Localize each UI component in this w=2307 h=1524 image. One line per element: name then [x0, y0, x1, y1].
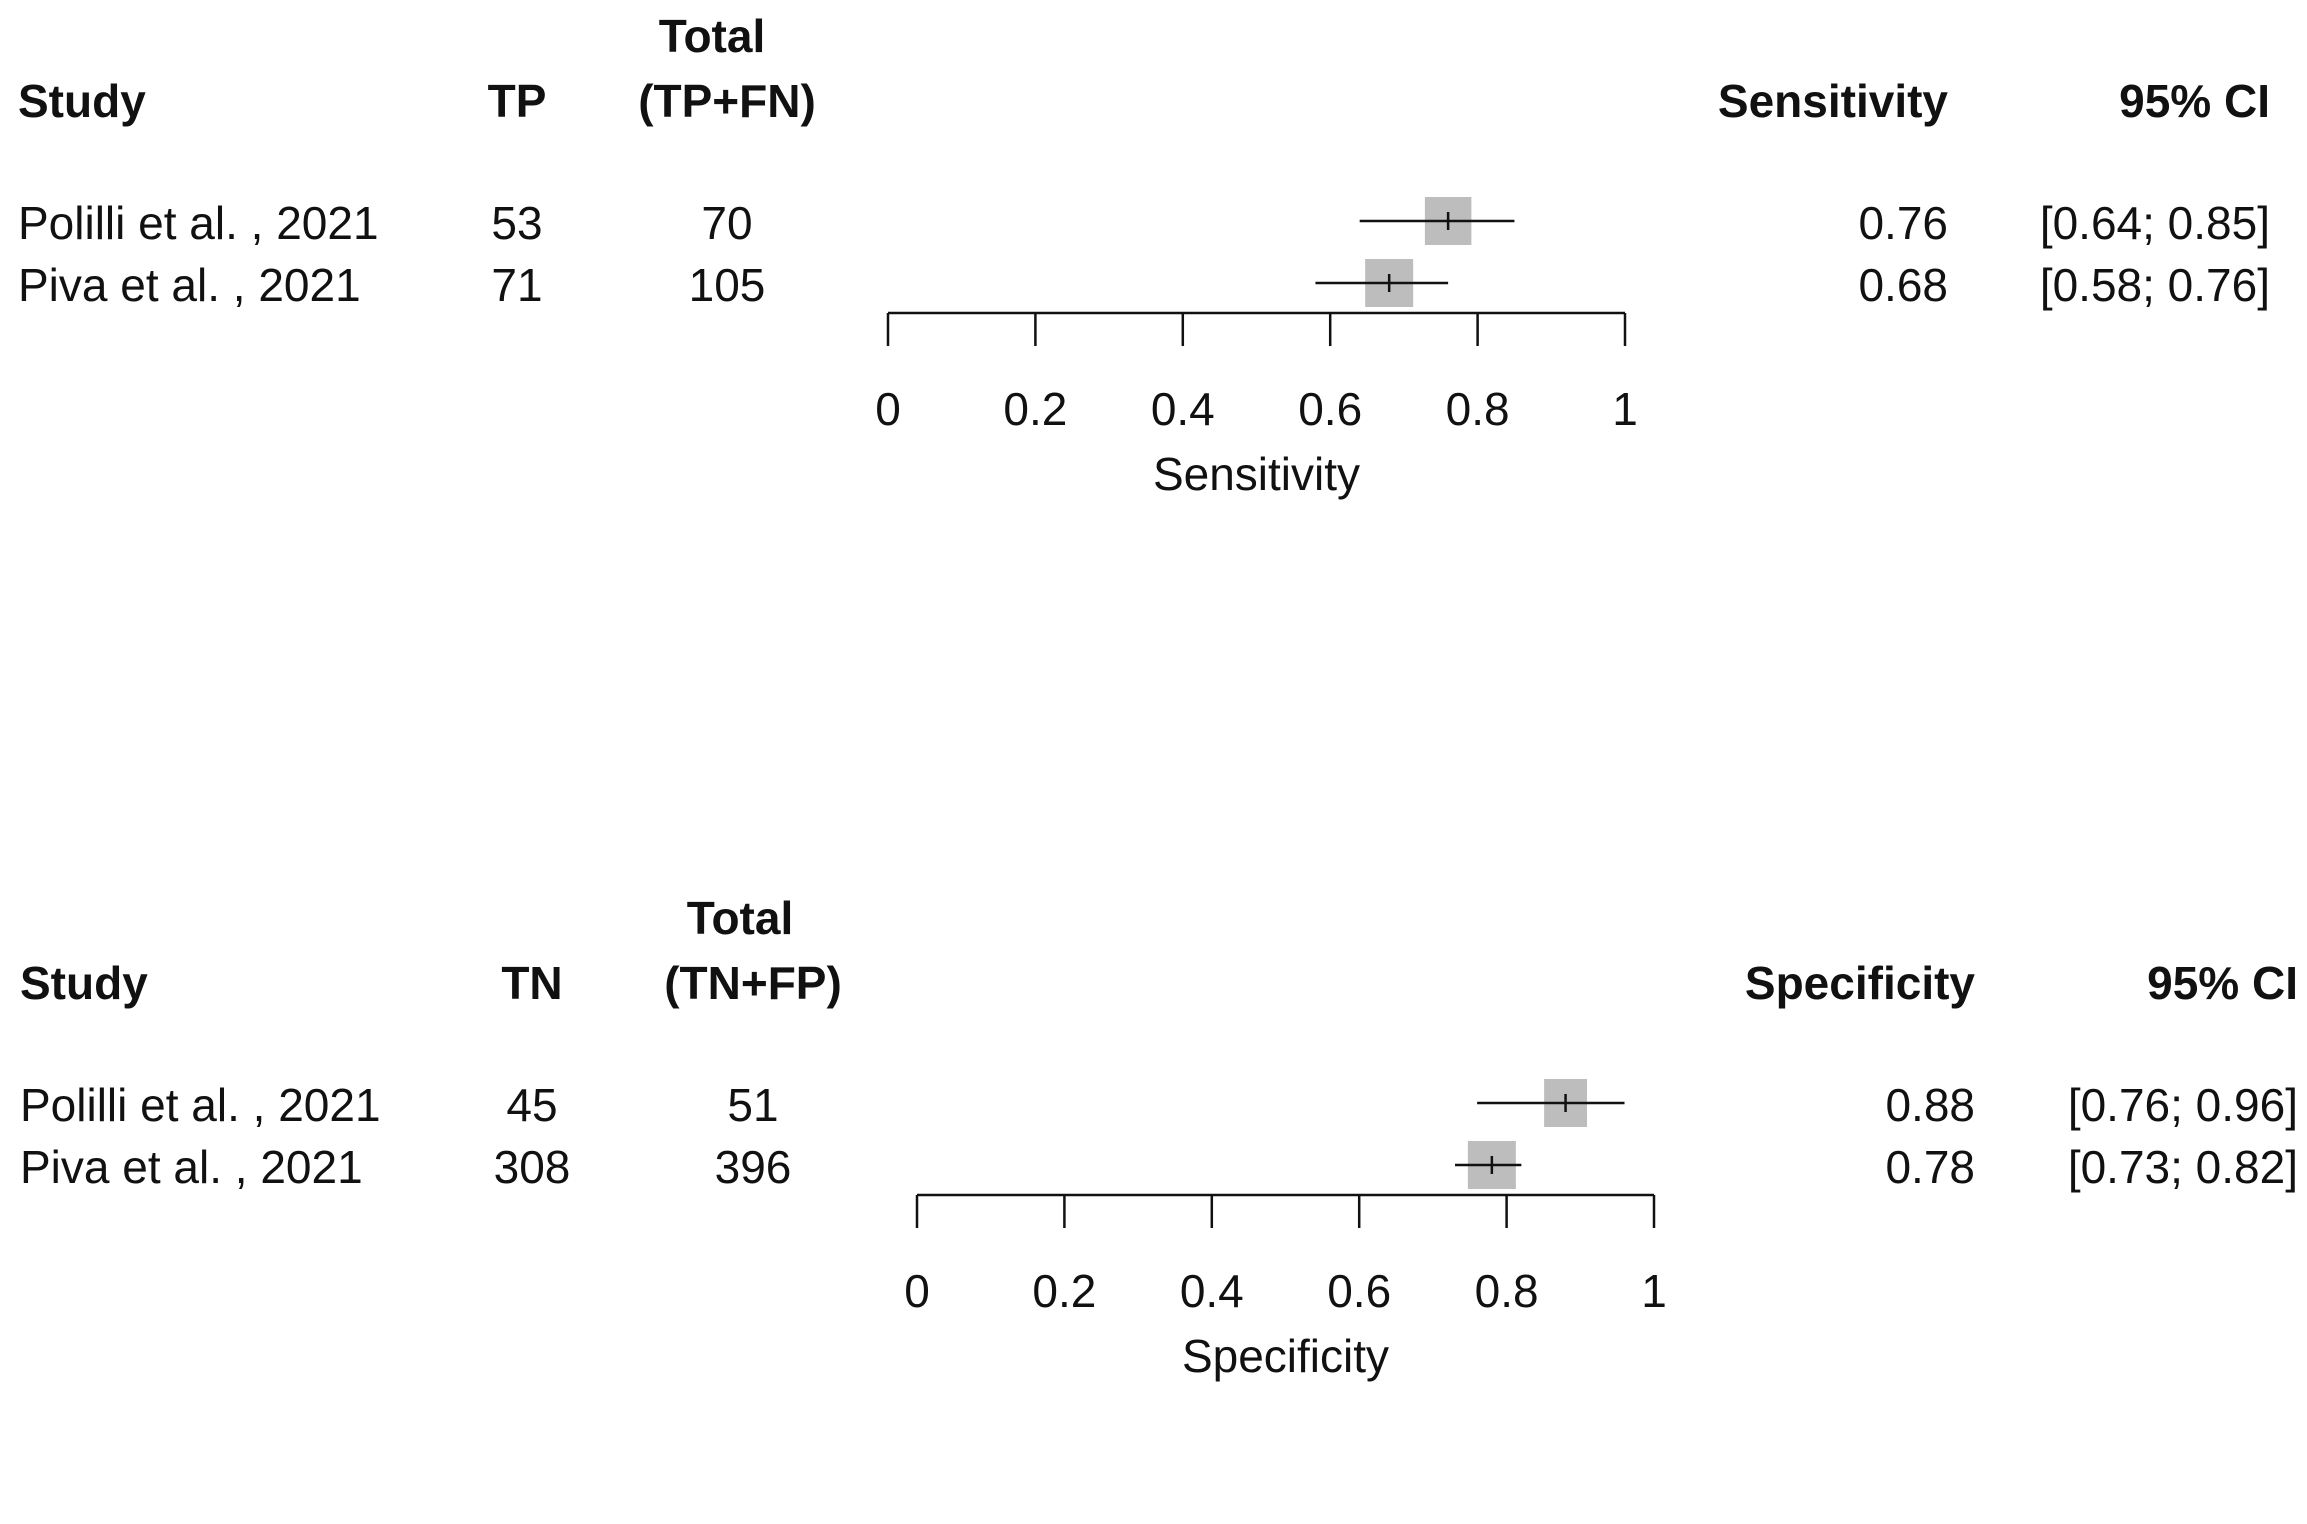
- specificity-value: 0.88: [1885, 1079, 1975, 1131]
- ci-column-header: 95% CI: [2119, 75, 2270, 127]
- total-value: 105: [688, 259, 766, 311]
- x-tick-label: 0.6: [1298, 383, 1362, 435]
- total-column-header-line2: (TP+FN): [638, 75, 816, 127]
- study-name: Piva et al. , 2021: [18, 259, 361, 311]
- x-axis-label: Sensitivity: [1153, 448, 1360, 500]
- study-column-header: Study: [20, 957, 148, 1009]
- study-name: Polilli et al. , 2021: [18, 197, 379, 249]
- x-tick-label: 1: [1612, 383, 1638, 435]
- total-column-header-line1: Total: [658, 10, 766, 62]
- ci-value: [0.73; 0.82]: [2067, 1141, 2298, 1193]
- specificity-column-header: Specificity: [1744, 957, 1975, 1009]
- tp-column-header: TP: [487, 75, 547, 127]
- study-name: Piva et al. , 2021: [20, 1141, 363, 1193]
- x-tick-label: 0.4: [1180, 1265, 1244, 1317]
- tp-value: 71: [491, 259, 543, 311]
- sensitivity-plot-area: 0 0.2 0.4 0.6 0.8 1 Sensitivity: [875, 197, 1638, 500]
- study-column-header: Study: [18, 75, 146, 127]
- x-tick-label: 0.2: [1032, 1265, 1096, 1317]
- specificity-value: 0.78: [1885, 1141, 1975, 1193]
- specificity-forest-plot: Study TN Total (TN+FP) Specificity 95% C…: [0, 884, 2307, 1524]
- study-name: Polilli et al. , 2021: [20, 1079, 381, 1131]
- x-axis-label: Specificity: [1182, 1330, 1389, 1382]
- sensitivity-column-header: Sensitivity: [1717, 75, 1948, 127]
- x-tick-label: 0.8: [1475, 1265, 1539, 1317]
- total-value: 70: [701, 197, 753, 249]
- tn-value: 45: [506, 1079, 558, 1131]
- tn-value: 308: [493, 1141, 571, 1193]
- total-column-header-line2: (TN+FP): [664, 957, 842, 1009]
- total-column-header-line1: Total: [686, 892, 794, 944]
- x-tick-label: 0: [875, 383, 901, 435]
- total-value: 51: [727, 1079, 779, 1131]
- tp-value: 53: [491, 197, 543, 249]
- total-value: 396: [714, 1141, 792, 1193]
- tn-column-header: TN: [501, 957, 563, 1009]
- x-tick-label: 0.8: [1446, 383, 1510, 435]
- x-tick-label: 1: [1641, 1265, 1667, 1317]
- sensitivity-forest-plot: Study TP Total (TP+FN) Sensitivity 95% C…: [0, 0, 2307, 640]
- ci-value: [0.58; 0.76]: [2039, 259, 2270, 311]
- x-tick-label: 0.6: [1327, 1265, 1391, 1317]
- ci-column-header: 95% CI: [2147, 957, 2298, 1009]
- specificity-plot-area: 0 0.2 0.4 0.6 0.8 1 Specificity: [904, 1079, 1667, 1382]
- sensitivity-value: 0.68: [1858, 259, 1948, 311]
- x-tick-label: 0: [904, 1265, 930, 1317]
- x-tick-label: 0.2: [1003, 383, 1067, 435]
- ci-value: [0.76; 0.96]: [2067, 1079, 2298, 1131]
- sensitivity-value: 0.76: [1858, 197, 1948, 249]
- x-tick-label: 0.4: [1151, 383, 1215, 435]
- ci-value: [0.64; 0.85]: [2039, 197, 2270, 249]
